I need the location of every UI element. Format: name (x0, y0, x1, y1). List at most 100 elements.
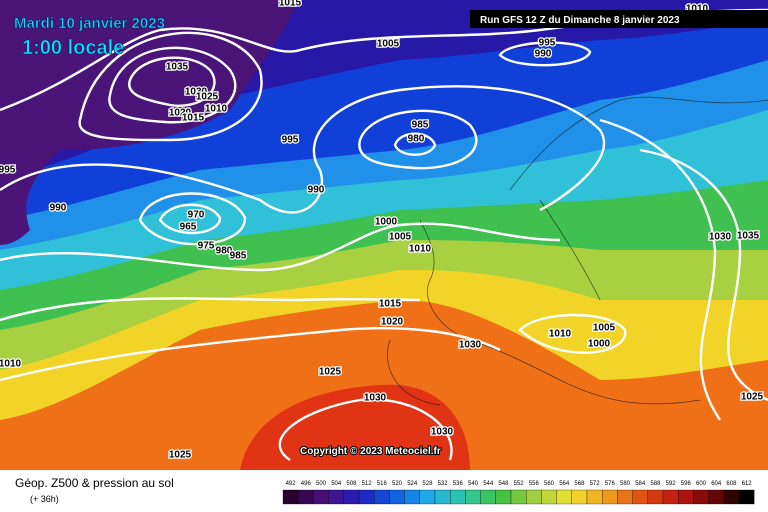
isobar-label: 980 (216, 246, 233, 257)
scale-swatch (738, 489, 755, 505)
scale-label: 500 (316, 481, 327, 487)
scale-label: 536 (453, 481, 464, 487)
isobar-label: 995 (282, 135, 299, 146)
isobar-label: 970 (188, 210, 205, 221)
scale-swatch (632, 489, 648, 505)
scale-swatch (662, 489, 679, 505)
scale-swatch (586, 489, 603, 505)
isobar-label: 990 (535, 49, 552, 60)
isobar-label: 1000 (375, 217, 398, 228)
scale-label: 528 (422, 481, 433, 487)
isobar-label: 1025 (319, 367, 342, 378)
isobar-label: 975 (198, 241, 215, 252)
isobar-label: 1035 (166, 62, 189, 73)
scale-label: 496 (301, 481, 312, 487)
local-time: 1:00 locale (22, 37, 124, 59)
isobar-label: 1005 (389, 232, 412, 243)
scale-swatch (495, 489, 512, 505)
scale-swatch (723, 489, 740, 505)
scale-label: 608 (726, 481, 737, 487)
scale-label: 612 (742, 481, 753, 487)
scale-swatch (556, 489, 572, 505)
isobar-label: 980 (408, 134, 425, 145)
scale-swatch (282, 489, 299, 505)
scale-label: 576 (605, 481, 616, 487)
isobar-label: 1030 (185, 87, 208, 98)
color-scale: 492 496 500 504 508 512 516 520 524 528 532 536 540 5… (282, 481, 755, 505)
scale-swatch (450, 489, 466, 505)
isobar-label: 990 (308, 185, 325, 196)
scale-label: 564 (559, 481, 570, 487)
isobar-label: 1020 (169, 108, 192, 119)
scale-label: 548 (498, 481, 509, 487)
isobar-label: 1005 (377, 39, 400, 50)
scale-label: 600 (696, 481, 707, 487)
forecast-date: Mardi 10 janvier 2023 (14, 15, 165, 32)
scale-label: 568 (574, 481, 585, 487)
run-info: Run GFS 12 Z du Dimanche 8 janvier 2023 (480, 15, 680, 26)
scale-label: 572 (590, 481, 601, 487)
isobar-label: 1030 (459, 340, 482, 351)
isobar-label: 990 (50, 203, 67, 214)
scale-label: 588 (650, 481, 661, 487)
scale-swatch (298, 489, 314, 505)
lead-time: (+ 36h) (30, 494, 59, 504)
scale-swatch (647, 489, 664, 505)
isobar-label: 1000 (588, 339, 611, 350)
isobar-label: 1010 (0, 359, 22, 370)
scale-swatch (374, 489, 390, 505)
scale-label: 584 (635, 481, 646, 487)
scale-swatch (526, 489, 542, 505)
scale-swatch (602, 489, 618, 505)
isobar-label: 965 (180, 222, 197, 233)
scale-label: 540 (468, 481, 479, 487)
scale-label: 552 (514, 481, 525, 487)
legend-title: Géop. Z500 & pression au sol (15, 476, 174, 490)
scale-label: 524 (407, 481, 418, 487)
scale-swatch (465, 489, 481, 505)
isobars (0, 8, 768, 461)
isobar-label: 1015 (379, 299, 402, 310)
scale-swatch (434, 489, 451, 505)
scale-label: 604 (711, 481, 722, 487)
scale-swatch (480, 489, 496, 505)
scale-label: 544 (483, 481, 494, 487)
coastlines (387, 96, 768, 406)
copyright: Copyright © 2023 Meteociel.fr (300, 446, 441, 457)
scale-label: 516 (377, 481, 388, 487)
isobar-label: 1010 (549, 329, 572, 340)
scale-swatch (617, 489, 633, 505)
isobar-label: 1005 (593, 323, 616, 334)
scale-swatch (419, 489, 436, 505)
isobar-label: 1025 (196, 92, 219, 103)
scale-swatch (343, 489, 360, 505)
scale-swatch (328, 489, 344, 505)
scale-swatch (510, 489, 527, 505)
scale-label: 556 (529, 481, 540, 487)
scale-label: 492 (286, 481, 297, 487)
scale-swatch (313, 489, 329, 505)
scale-label: 592 (666, 481, 677, 487)
scale-label: 512 (362, 481, 373, 487)
scale-swatch (404, 489, 420, 505)
isobar-label: 1025 (169, 450, 192, 461)
isobar-label: 995 (0, 165, 16, 176)
isobar-label: 1025 (741, 392, 764, 403)
isobar-label: 1035 (737, 231, 760, 242)
scale-label: 596 (681, 481, 692, 487)
scale-label: 508 (346, 481, 357, 487)
scale-label: 560 (544, 481, 555, 487)
scale-swatch (571, 489, 588, 505)
scale-label: 504 (331, 481, 342, 487)
scale-swatch (693, 489, 709, 505)
isobar-label: 995 (539, 38, 556, 49)
isobar-label: 1015 (182, 113, 205, 124)
scale-label: 532 (438, 481, 449, 487)
scale-swatch (708, 489, 724, 505)
scale-label: 520 (392, 481, 403, 487)
isobar-label: 1030 (364, 393, 387, 404)
run-banner (470, 10, 768, 28)
scale-swatch (389, 489, 405, 505)
